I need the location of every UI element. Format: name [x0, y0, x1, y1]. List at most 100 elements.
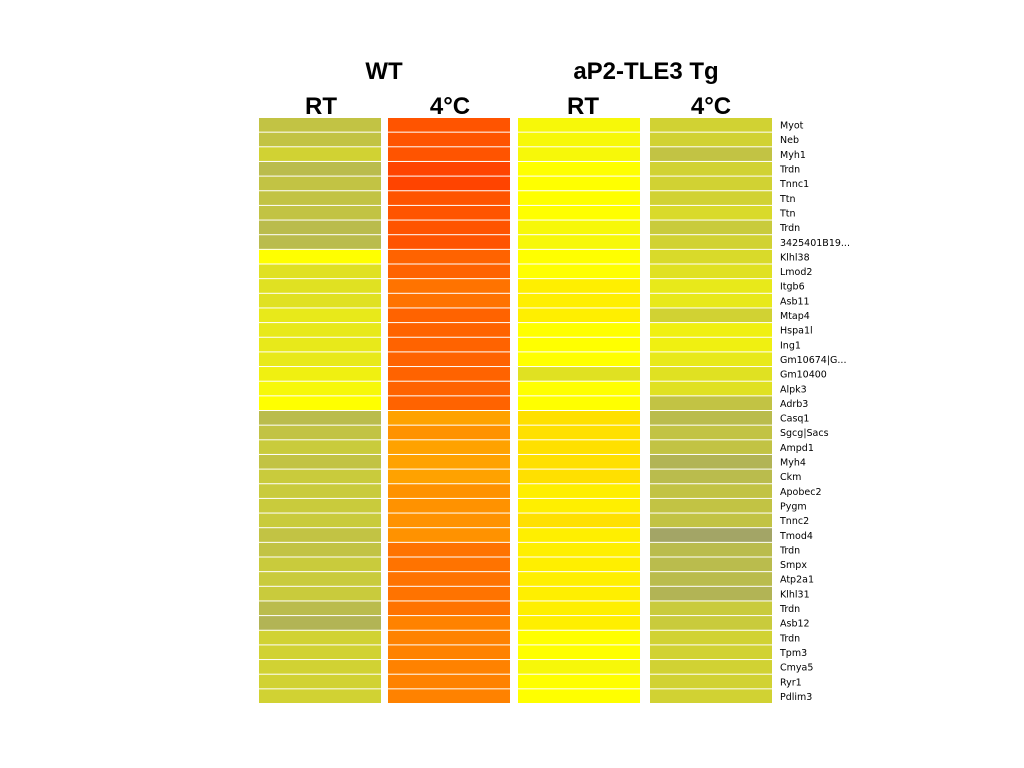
- heatmap-cell: [259, 264, 381, 279]
- heatmap-cell: [388, 674, 510, 689]
- heatmap-cell: [518, 425, 640, 440]
- heatmap-cell: [259, 323, 381, 337]
- gene-label: Sgcg|Sacs: [780, 428, 829, 439]
- heatmap-cell: [259, 542, 381, 557]
- heatmap-cell: [518, 572, 640, 586]
- gene-label: Klhl31: [780, 589, 810, 600]
- heatmap-cell: [259, 425, 381, 440]
- gene-label: Ing1: [780, 340, 801, 351]
- heatmap-cell: [259, 249, 381, 264]
- column-label-tg-4c: 4°C: [691, 93, 731, 120]
- heatmap-cell: [518, 440, 640, 454]
- heatmap-cell: [259, 674, 381, 689]
- heatmap-cell: [388, 572, 510, 586]
- group-title-tg: aP2-TLE3 Tg: [573, 58, 718, 85]
- heatmap-cell: [259, 689, 381, 703]
- heatmap-cell: [259, 293, 381, 308]
- heatmap-cell: [518, 557, 640, 572]
- heatmap-cell: [650, 425, 772, 440]
- heatmap-cell: [650, 557, 772, 572]
- heatmap-cell: [518, 235, 640, 249]
- heatmap-cell: [388, 191, 510, 205]
- gene-labels: Myot Neb Myh1 Trdn Tnnc1 Ttn Ttn Trdn 3425401B19…: [779, 121, 850, 703]
- heatmap-cell: [388, 352, 510, 367]
- gene-label: Tnnc1: [779, 179, 809, 190]
- heatmap-cell: [650, 498, 772, 513]
- heatmap-cell: [518, 513, 640, 528]
- heatmap-cell: [259, 645, 381, 660]
- heatmap-cell: [259, 235, 381, 249]
- heatmap-cell: [259, 161, 381, 176]
- heatmap-cell: [650, 279, 772, 293]
- heatmap-cell: [259, 469, 381, 484]
- gene-label: Mtap4: [780, 311, 810, 322]
- heatmap-cell: [518, 586, 640, 601]
- gene-label: Gm10674|G...: [780, 355, 846, 366]
- heatmap-cell: [650, 689, 772, 703]
- heatmap-cell: [650, 161, 772, 176]
- heatmap-cell: [388, 498, 510, 513]
- heatmap-cell: [650, 396, 772, 410]
- heatmap-cell: [650, 235, 772, 249]
- heatmap-cell: [259, 513, 381, 528]
- heatmap-cell: [650, 352, 772, 367]
- heatmap-cell: [259, 601, 381, 616]
- heatmap-cell: [650, 645, 772, 660]
- heatmap-cell: [518, 601, 640, 616]
- heatmap-cell: [650, 601, 772, 616]
- heatmap-cell: [259, 440, 381, 454]
- heatmap-cell: [388, 469, 510, 484]
- heatmap-cell: [388, 528, 510, 542]
- heatmap-cell: [388, 235, 510, 249]
- heatmap-cell: [259, 308, 381, 323]
- heatmap-cell: [388, 616, 510, 630]
- gene-label: Asb12: [780, 619, 810, 630]
- heatmap-cell: [388, 367, 510, 381]
- gene-label: Pygm: [780, 501, 807, 512]
- heatmap-cell: [388, 425, 510, 440]
- heatmap-cell: [518, 630, 640, 645]
- heatmap-cell: [650, 205, 772, 220]
- heatmap-cell: [388, 249, 510, 264]
- gene-label: Trdn: [779, 604, 800, 615]
- heatmap-cell: [259, 484, 381, 498]
- heatmap-cell: [518, 454, 640, 469]
- heatmap-cell: [259, 660, 381, 674]
- heatmap-cell: [518, 308, 640, 323]
- heatmap-cell: [388, 323, 510, 337]
- gene-label: Neb: [780, 135, 799, 146]
- heatmap-cell: [650, 440, 772, 454]
- heatmap-cell: [259, 616, 381, 630]
- heatmap-cell: [518, 132, 640, 147]
- heatmap-cell: [388, 645, 510, 660]
- heatmap-cell: [650, 293, 772, 308]
- heatmap-cell: [388, 381, 510, 396]
- heatmap-cell: [650, 542, 772, 557]
- heatmap-cell: [650, 308, 772, 323]
- heatmap-cell: [388, 630, 510, 645]
- gene-label: Cmya5: [780, 663, 813, 674]
- heatmap-cell: [518, 161, 640, 176]
- heatmap-cell: [518, 220, 640, 235]
- heatmap-cell: [650, 132, 772, 147]
- heatmap-cell: [518, 528, 640, 542]
- heatmap-cell: [650, 674, 772, 689]
- heatmap-cell: [388, 205, 510, 220]
- heatmap-cell: [518, 645, 640, 660]
- heatmap-cell: [259, 630, 381, 645]
- heatmap-cell: [388, 660, 510, 674]
- heatmap-cell: [388, 601, 510, 616]
- heatmap-cell: [388, 220, 510, 235]
- heatmap-cell: [388, 118, 510, 132]
- gene-label: Asb11: [780, 296, 810, 307]
- heatmap-cell: [388, 161, 510, 176]
- heatmap-cell: [650, 411, 772, 425]
- heatmap-cell: [259, 557, 381, 572]
- gene-label: Trdn: [779, 165, 800, 176]
- heatmap-cell: [259, 498, 381, 513]
- heatmap-cell: [650, 528, 772, 542]
- heatmap-cell: [650, 630, 772, 645]
- gene-label: Lmod2: [780, 267, 812, 278]
- heatmap-cell: [650, 381, 772, 396]
